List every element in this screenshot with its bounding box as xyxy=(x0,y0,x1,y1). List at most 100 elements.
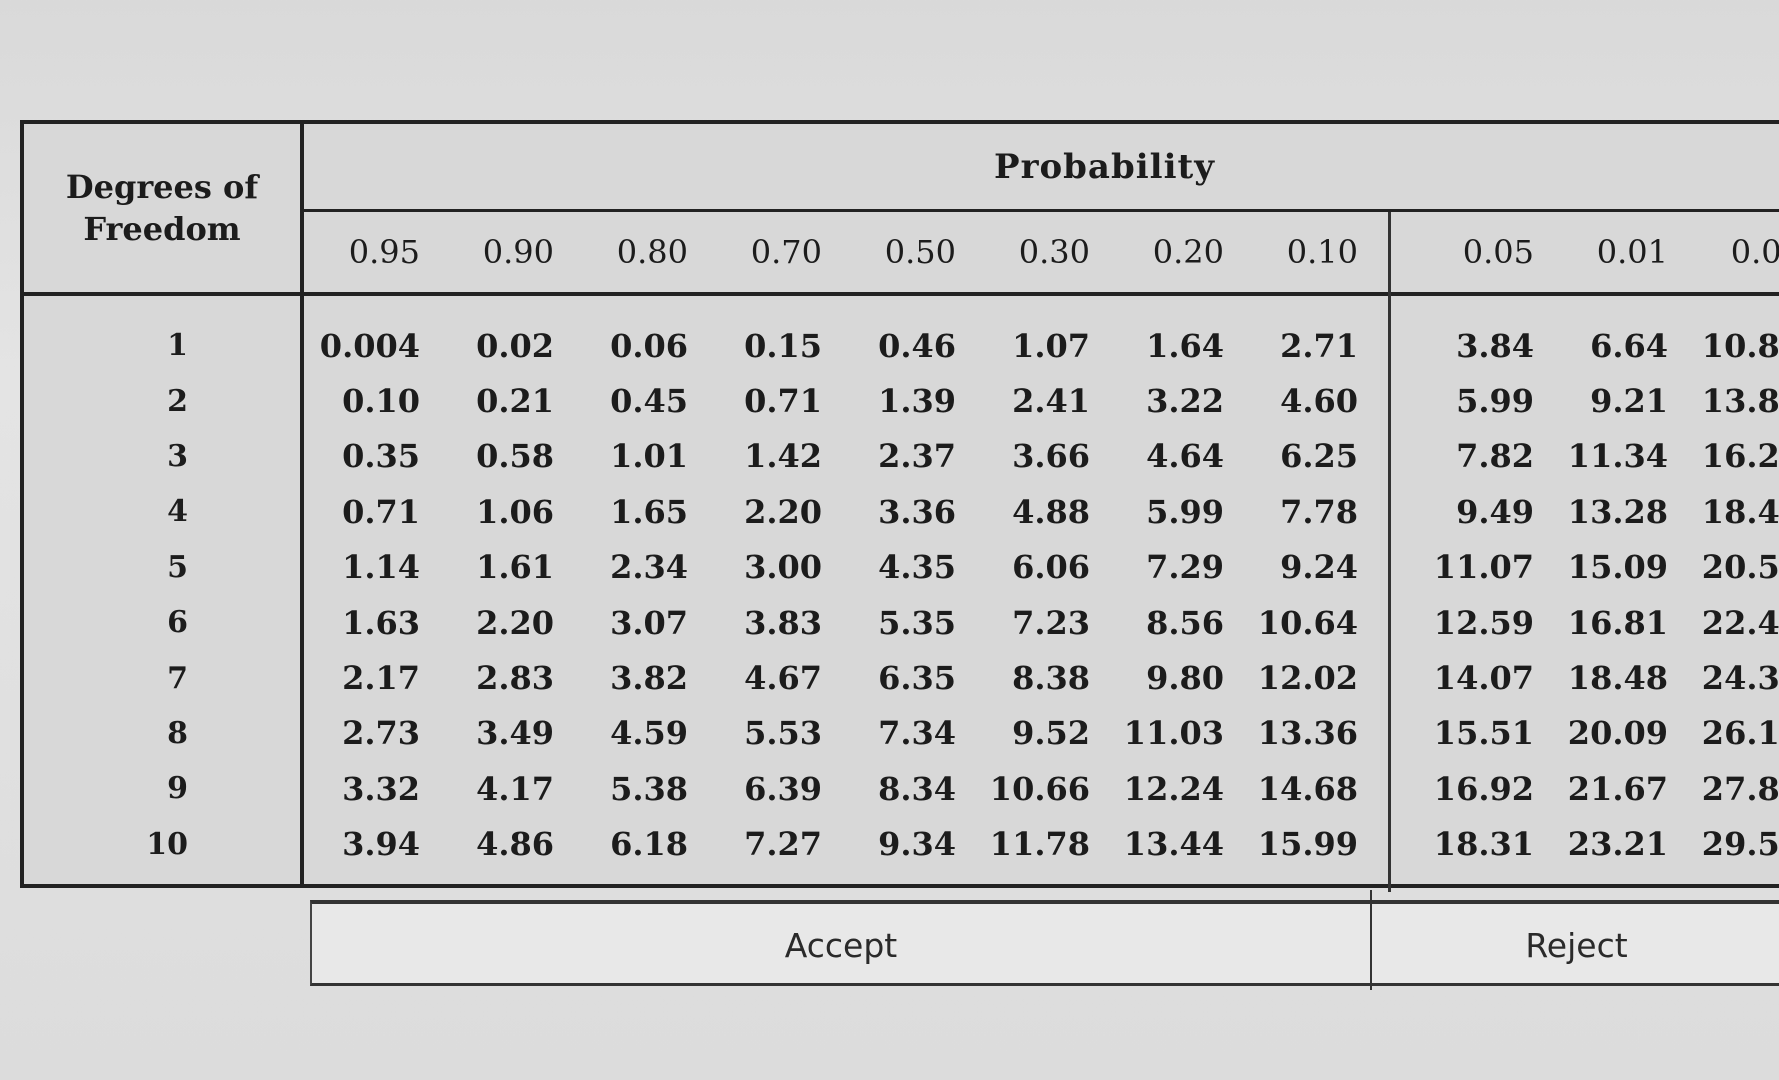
table-cell: 0.35 xyxy=(342,437,420,476)
table-cell: 15.51 xyxy=(1433,714,1534,753)
table-cell: 16.81 xyxy=(1567,603,1668,642)
table-cell: 14.68 xyxy=(1257,769,1358,808)
table-cell: 4.67 xyxy=(744,659,822,698)
table-cell: 9.52 xyxy=(1012,714,1090,753)
probability-header-cell: 0.00 xyxy=(1730,233,1779,271)
degrees-of-freedom-column: Degrees of Freedom 1 2 3 4 5 6 7 8 9 10 xyxy=(24,124,304,884)
table-cell: 11.07 xyxy=(1433,548,1534,587)
table-row: 0.71 1.06 1.65 2.20 3.36 4.88 5.99 7.78 9.49 13.2… xyxy=(304,484,1779,539)
decision-footer: Accept Reject xyxy=(310,890,1779,990)
df-cell: 8 xyxy=(167,715,188,751)
table-cell: 5.99 xyxy=(1456,382,1534,421)
table-cell: 7.78 xyxy=(1280,492,1358,531)
table-cell: 2.17 xyxy=(342,659,420,698)
table-cell: 9.21 xyxy=(1590,382,1668,421)
table-cell: 6.39 xyxy=(744,769,822,808)
table-cell: 0.71 xyxy=(744,382,822,421)
table-cell: 3.94 xyxy=(342,825,420,864)
table-cell: 6.06 xyxy=(1012,548,1090,587)
table-cell: 16.92 xyxy=(1433,769,1534,808)
table-cell: 3.84 xyxy=(1456,326,1534,365)
df-cell: 2 xyxy=(167,383,188,419)
table-cell: 13.82 xyxy=(1701,382,1779,421)
table-cell: 5.38 xyxy=(610,769,688,808)
table-cell: 9.49 xyxy=(1456,492,1534,531)
table-cell: 10.83 xyxy=(1701,326,1779,365)
table-cell: 13.28 xyxy=(1567,492,1668,531)
df-cell: 1 xyxy=(167,328,188,364)
table-cell: 20.09 xyxy=(1567,714,1668,753)
table-cell: 5.99 xyxy=(1146,492,1224,531)
table-cell: 12.02 xyxy=(1257,659,1358,698)
df-cell: 10 xyxy=(146,826,188,862)
probability-values-row: 0.95 0.90 0.80 0.70 0.50 0.30 0.20 0.10 0.05 0.01… xyxy=(304,212,1779,296)
table-cell: 5.53 xyxy=(744,714,822,753)
df-cell: 7 xyxy=(167,660,188,696)
table-cell: 3.00 xyxy=(744,548,822,587)
table-cell: 16.27 xyxy=(1701,437,1779,476)
table-cell: 4.35 xyxy=(878,548,956,587)
table-cell: 8.34 xyxy=(878,769,956,808)
table-cell: 4.59 xyxy=(610,714,688,753)
table-row: 1.14 1.61 2.34 3.00 4.35 6.06 7.29 9.24 11.07 15.… xyxy=(304,540,1779,595)
probability-header-cell: 0.70 xyxy=(750,233,822,271)
df-header-line2: Freedom xyxy=(83,210,241,248)
table-cell: 15.99 xyxy=(1257,825,1358,864)
table-cell: 0.45 xyxy=(610,382,688,421)
table-cell: 3.07 xyxy=(610,603,688,642)
df-cell: 6 xyxy=(167,605,188,641)
table-cell: 0.02 xyxy=(476,326,554,365)
table-cell: 1.01 xyxy=(610,437,688,476)
table-cell: 2.73 xyxy=(342,714,420,753)
table-cell: 1.06 xyxy=(476,492,554,531)
table-cell: 4.64 xyxy=(1146,437,1224,476)
table-cell: 24.32 xyxy=(1701,659,1779,698)
df-cell: 4 xyxy=(167,494,188,530)
table-cell: 20.52 xyxy=(1701,548,1779,587)
table-body: 0.004 0.02 0.06 0.15 0.46 1.07 1.64 2.71 3.84 6.6… xyxy=(304,318,1779,872)
table-cell: 2.41 xyxy=(1012,382,1090,421)
df-header: Degrees of Freedom xyxy=(24,124,300,296)
table-cell: 8.38 xyxy=(1012,659,1090,698)
table-row: 0.35 0.58 1.01 1.42 2.37 3.66 4.64 6.25 7.82 11.3… xyxy=(304,429,1779,484)
probability-header-cell: 0.30 xyxy=(1018,233,1090,271)
table-cell: 13.36 xyxy=(1257,714,1358,753)
table-cell: 4.86 xyxy=(476,825,554,864)
probability-header-cell: 0.50 xyxy=(884,233,956,271)
table-cell: 6.35 xyxy=(878,659,956,698)
table-row: 0.004 0.02 0.06 0.15 0.46 1.07 1.64 2.71 3.84 6.6… xyxy=(304,318,1779,373)
table-cell: 12.24 xyxy=(1123,769,1224,808)
table-cell: 0.21 xyxy=(476,382,554,421)
table-cell: 2.20 xyxy=(744,492,822,531)
table-cell: 2.37 xyxy=(878,437,956,476)
table-cell: 14.07 xyxy=(1433,659,1534,698)
table-cell: 6.64 xyxy=(1590,326,1668,365)
table-cell: 0.10 xyxy=(342,382,420,421)
table-cell: 22.46 xyxy=(1701,603,1779,642)
df-cell: 3 xyxy=(167,438,188,474)
table-cell: 6.18 xyxy=(610,825,688,864)
table-cell: 0.15 xyxy=(744,326,822,365)
table-cell: 9.24 xyxy=(1280,548,1358,587)
accept-label: Accept xyxy=(784,925,898,965)
table-cell: 1.64 xyxy=(1146,326,1224,365)
table-cell: 1.07 xyxy=(1012,326,1090,365)
table-cell: 18.47 xyxy=(1701,492,1779,531)
df-header-line1: Degrees of xyxy=(65,168,259,206)
table-cell: 11.34 xyxy=(1567,437,1668,476)
table-cell: 3.36 xyxy=(878,492,956,531)
table-cell: 7.23 xyxy=(1012,603,1090,642)
probability-header-cell: 0.10 xyxy=(1286,233,1358,271)
table-cell: 2.34 xyxy=(610,548,688,587)
table-cell: 27.88 xyxy=(1701,769,1779,808)
probability-header-cell: 0.05 xyxy=(1462,233,1534,271)
table-cell: 3.32 xyxy=(342,769,420,808)
df-cell: 5 xyxy=(167,549,188,585)
table-cell: 9.34 xyxy=(878,825,956,864)
table-row: 0.10 0.21 0.45 0.71 1.39 2.41 3.22 4.60 5.99 9.21… xyxy=(304,373,1779,428)
table-cell: 7.27 xyxy=(744,825,822,864)
table-cell: 9.80 xyxy=(1146,659,1224,698)
probability-header-cell: 0.80 xyxy=(616,233,688,271)
table-cell: 18.48 xyxy=(1567,659,1668,698)
